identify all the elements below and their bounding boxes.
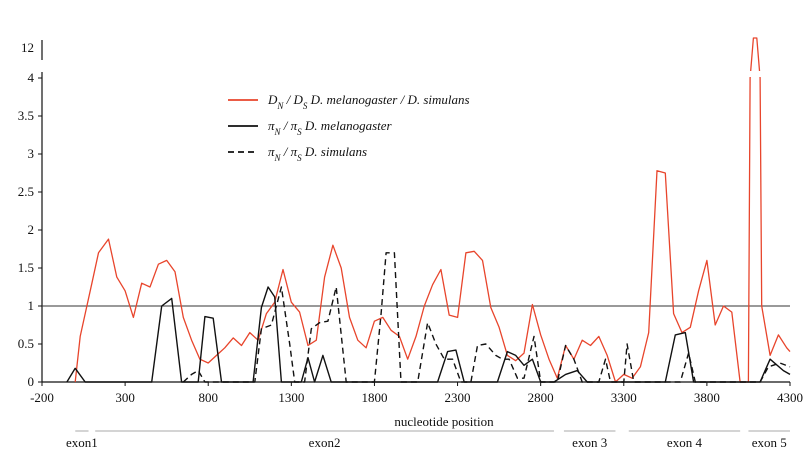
exon-label-2: exon 3 (572, 435, 607, 450)
y-tick-label: 0.5 (18, 336, 34, 351)
x-axis-title: nucleotide position (394, 414, 494, 429)
y-tick-label: 1.5 (18, 260, 34, 275)
series-line-0 (74, 37, 791, 383)
y-tick-label: 0 (28, 374, 35, 389)
exon-label-0: exon1 (66, 435, 98, 450)
x-tick-label: 2800 (528, 390, 554, 405)
x-tick-label: 1800 (361, 390, 387, 405)
legend: DN / DS D. melanogaster / D. simulans πN … (228, 92, 470, 163)
y-tick-label: 2.5 (18, 184, 34, 199)
y-tick-label: 2 (28, 222, 35, 237)
legend-label-1: πN / πS D. melanogaster (268, 118, 393, 137)
x-tick-label: 4300 (777, 390, 803, 405)
exon-label-3: exon 4 (667, 435, 703, 450)
series-group (66, 37, 791, 383)
exon-label-4: exon 5 (752, 435, 787, 450)
y-tick-label: 1 (28, 298, 35, 313)
x-tick-label: 3800 (694, 390, 720, 405)
legend-label-0: DN / DS D. melanogaster / D. simulans (267, 92, 470, 111)
x-tick-label: 1300 (278, 390, 304, 405)
y-tick-label: 4 (28, 70, 35, 85)
exon-annotations: exon1 exon2 exon 3 exon 4 exon 5 (66, 430, 790, 450)
series-line-2 (182, 252, 791, 383)
exon-label-1: exon2 (309, 435, 341, 450)
series-line-1 (66, 286, 791, 383)
x-tick-label: 800 (198, 390, 218, 405)
y-tick-label: 3.5 (18, 108, 34, 123)
spike-break-gap (746, 71, 764, 77)
y-break-label: 12 (21, 40, 34, 55)
legend-label-2: πN / πS D. simulans (268, 144, 367, 163)
x-tick-label: 2300 (445, 390, 471, 405)
ticks: 0 0.5 1 1.5 2 2.5 3 3.5 4 12 -200 300 800 1300 1800 230… (18, 40, 803, 405)
y-tick-label: 3 (28, 146, 35, 161)
x-tick-label: 3300 (611, 390, 637, 405)
x-tick-label: -200 (30, 390, 54, 405)
x-tick-label: 300 (115, 390, 135, 405)
